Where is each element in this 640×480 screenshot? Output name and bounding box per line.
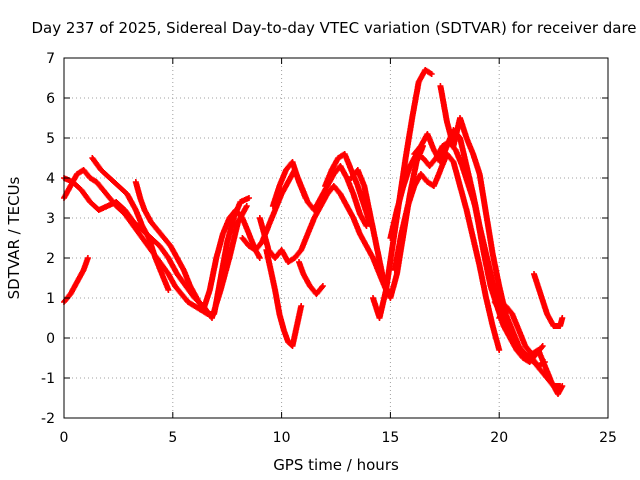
y-tick-label: 7 (46, 51, 55, 67)
grid-lines (64, 58, 608, 418)
series-track-10 (296, 259, 326, 297)
series-track-7 (256, 183, 389, 293)
axis-ticks: 0 5 10 15 20 25 -2 -1 0 1 2 3 4 5 6 7 (41, 51, 617, 446)
y-axis-label: SDTVAR / TECUs (5, 176, 23, 299)
series-track-20 (496, 303, 566, 397)
x-axis-label: GPS time / hours (273, 456, 399, 474)
y-tick-label: -2 (41, 411, 55, 427)
x-tick-label: 15 (381, 430, 399, 446)
x-tick-label: 20 (490, 430, 508, 446)
series-group (61, 67, 566, 397)
series-track-21 (531, 271, 566, 329)
y-tick-label: 0 (46, 331, 55, 347)
y-tick-label: 6 (46, 91, 55, 107)
series-track-11 (322, 151, 374, 229)
y-tick-label: 3 (46, 211, 55, 227)
x-tick-label: 10 (273, 430, 291, 446)
x-tick-label: 25 (599, 430, 617, 446)
plot-frame (63, 57, 609, 419)
chart-title: Day 237 of 2025, Sidereal Day-to-day VTE… (31, 19, 636, 37)
x-tick-label: 0 (60, 430, 69, 446)
series-track-8 (263, 247, 305, 349)
y-tick-label: -1 (41, 371, 55, 387)
y-tick-label: 1 (46, 291, 55, 307)
series-track-9 (269, 159, 309, 209)
y-tick-label: 5 (46, 131, 55, 147)
y-tick-label: 2 (46, 251, 55, 267)
series-track-5 (132, 179, 263, 313)
y-tick-label: 4 (46, 171, 55, 187)
x-tick-label: 5 (168, 430, 177, 446)
series-track-15 (391, 151, 503, 353)
series-track-4 (89, 155, 172, 293)
